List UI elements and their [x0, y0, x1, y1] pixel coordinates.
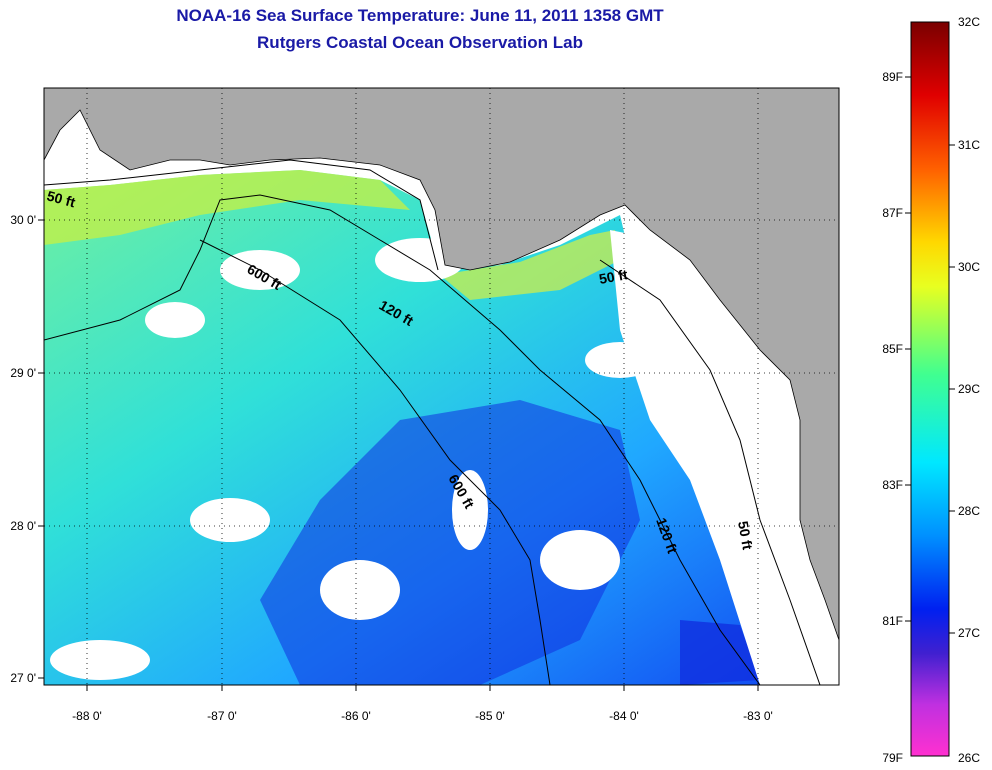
- lat-label-28: 28 0': [10, 519, 36, 533]
- colorbar-f-85: 85F: [882, 342, 903, 356]
- lon-label-86: -86 0': [341, 709, 371, 723]
- cloud-6: [320, 560, 400, 620]
- warm-nearshore-band: [44, 170, 410, 245]
- colorbar-f-87: 87F: [882, 206, 903, 220]
- lon-label-87: -87 0': [207, 709, 237, 723]
- map-title: NOAA-16 Sea Surface Temperature: June 11…: [176, 6, 664, 25]
- warm-bay-band: [440, 230, 620, 300]
- cloud-7: [585, 342, 655, 378]
- map-subtitle: Rutgers Coastal Ocean Observation Lab: [257, 33, 583, 52]
- isobath-label-50ft-se: 50 ft: [735, 520, 756, 551]
- isobath-50ft-east: [599, 259, 821, 685]
- colorbar-ticks: [905, 76, 955, 634]
- map-border: [43, 87, 840, 686]
- cloud-8: [50, 640, 150, 680]
- cloud-3: [145, 302, 205, 338]
- cloud-4: [452, 470, 488, 550]
- isobath-50ft-west: [44, 159, 439, 271]
- isobath-label-50ft-ne: 50 ft: [598, 266, 629, 287]
- colorbar: [910, 21, 950, 757]
- lon-label-83: -83 0': [743, 709, 773, 723]
- colorbar-c-29: 29C: [958, 382, 980, 396]
- lon-label-88: -88 0': [72, 709, 102, 723]
- isobath-label-50ft-w: 50 ft: [45, 187, 77, 210]
- colorbar-f-81: 81F: [882, 614, 903, 628]
- land-mass: [44, 88, 839, 641]
- colorbar-c-26: 26C: [958, 751, 980, 765]
- colorbar-c-31: 31C: [958, 138, 980, 152]
- cloud-5: [190, 498, 270, 542]
- lat-label-29: 29 0': [10, 366, 36, 380]
- cloud-mask-east: [610, 230, 839, 685]
- axis-ticks: [38, 219, 759, 691]
- colorbar-f-83: 83F: [882, 478, 903, 492]
- cloud-9: [540, 530, 620, 590]
- lon-label-85: -85 0': [475, 709, 505, 723]
- colorbar-c-30: 30C: [958, 260, 980, 274]
- isobath-600ft: [199, 239, 551, 685]
- isobath-120ft: [44, 194, 761, 685]
- cool-patch: [680, 620, 760, 685]
- lat-label-27: 27 0': [10, 671, 36, 685]
- colorbar-c-27: 27C: [958, 626, 980, 640]
- colorbar-c-32: 32C: [958, 15, 980, 29]
- colorbar-f-79: 79F: [882, 751, 903, 765]
- lon-label-84: -84 0': [609, 709, 639, 723]
- colorbar-c-28: 28C: [958, 504, 980, 518]
- lat-label-30: 30 0': [10, 213, 36, 227]
- colorbar-f-89: 89F: [882, 70, 903, 84]
